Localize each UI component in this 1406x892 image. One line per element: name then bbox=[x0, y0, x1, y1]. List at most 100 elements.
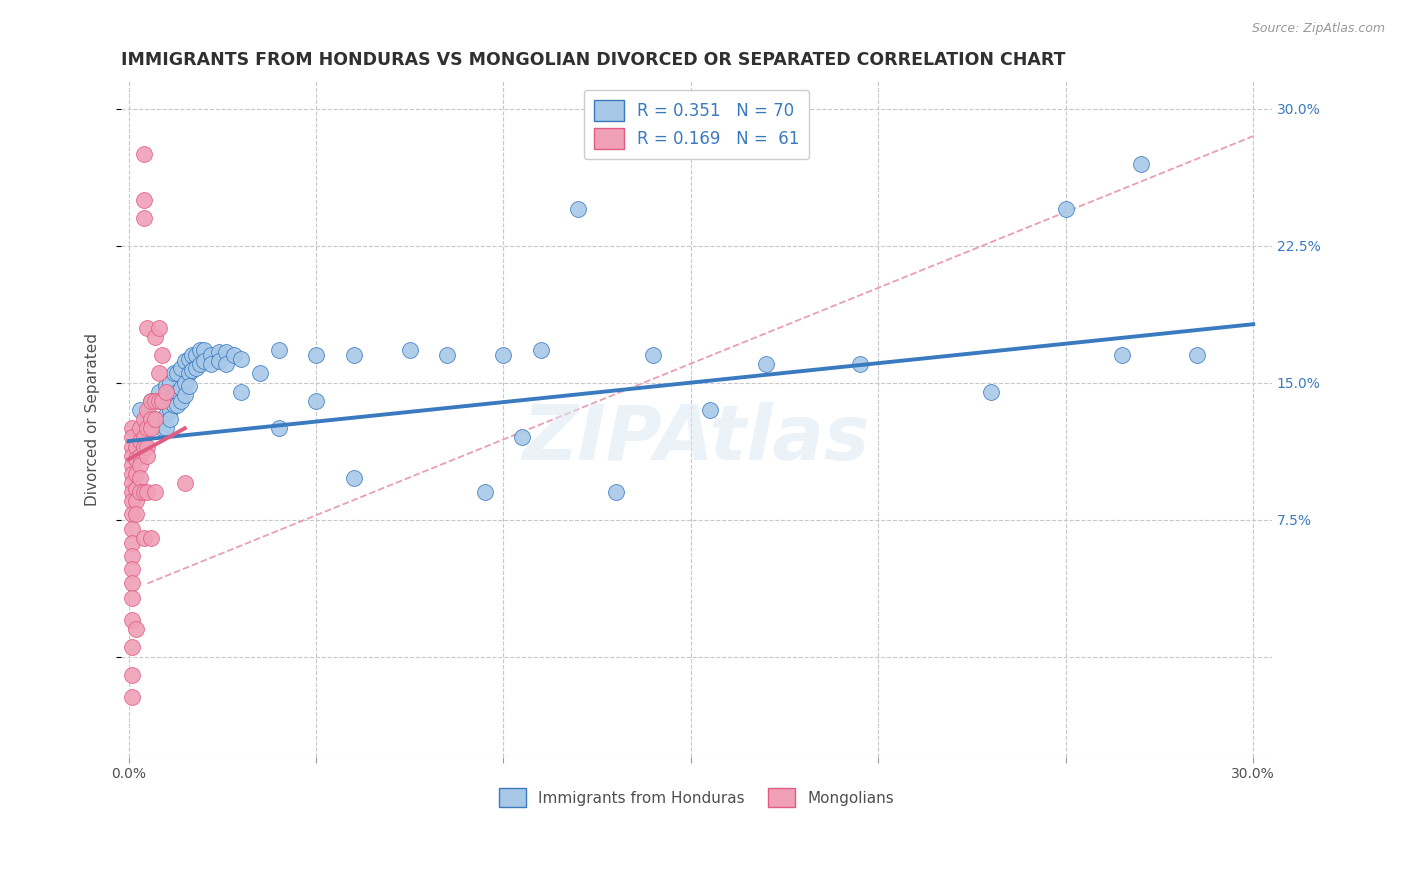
Point bbox=[567, 202, 589, 216]
Point bbox=[128, 421, 150, 435]
Point bbox=[173, 353, 195, 368]
Point bbox=[222, 348, 245, 362]
Point bbox=[267, 421, 290, 435]
Text: IMMIGRANTS FROM HONDURAS VS MONGOLIAN DIVORCED OR SEPARATED CORRELATION CHART: IMMIGRANTS FROM HONDURAS VS MONGOLIAN DI… bbox=[121, 51, 1066, 69]
Point bbox=[155, 384, 177, 399]
Point bbox=[848, 357, 870, 371]
Point bbox=[342, 470, 364, 484]
Point bbox=[155, 409, 177, 423]
Point bbox=[755, 357, 778, 371]
Point bbox=[125, 467, 148, 481]
Point bbox=[121, 667, 143, 681]
Point bbox=[181, 348, 204, 362]
Point bbox=[132, 430, 155, 444]
Point bbox=[128, 403, 150, 417]
Point bbox=[150, 393, 173, 408]
Point bbox=[121, 690, 143, 704]
Point bbox=[1129, 156, 1152, 170]
Point bbox=[125, 452, 148, 467]
Point bbox=[143, 330, 166, 344]
Point bbox=[121, 494, 143, 508]
Point bbox=[184, 348, 207, 362]
Point bbox=[128, 449, 150, 463]
Point bbox=[121, 562, 143, 576]
Point bbox=[121, 440, 143, 454]
Point bbox=[143, 485, 166, 500]
Point bbox=[193, 353, 215, 368]
Point bbox=[143, 393, 166, 408]
Point bbox=[492, 348, 515, 362]
Point bbox=[166, 398, 188, 412]
Point bbox=[125, 494, 148, 508]
Point bbox=[121, 576, 143, 591]
Point bbox=[229, 351, 252, 366]
Point bbox=[125, 507, 148, 521]
Point bbox=[132, 440, 155, 454]
Point bbox=[136, 449, 159, 463]
Point bbox=[121, 485, 143, 500]
Point bbox=[398, 343, 420, 357]
Point bbox=[143, 412, 166, 426]
Point bbox=[139, 421, 162, 435]
Point bbox=[121, 507, 143, 521]
Point bbox=[170, 381, 193, 395]
Y-axis label: Divorced or Separated: Divorced or Separated bbox=[86, 333, 100, 506]
Point bbox=[305, 393, 328, 408]
Point bbox=[139, 393, 162, 408]
Point bbox=[128, 458, 150, 472]
Point bbox=[474, 485, 496, 500]
Point bbox=[136, 440, 159, 454]
Point bbox=[148, 384, 170, 399]
Point bbox=[139, 412, 162, 426]
Point bbox=[305, 348, 328, 362]
Point bbox=[139, 531, 162, 545]
Point bbox=[605, 485, 627, 500]
Point bbox=[128, 485, 150, 500]
Point bbox=[159, 376, 181, 390]
Point bbox=[132, 211, 155, 226]
Text: ZIPAtlas: ZIPAtlas bbox=[523, 402, 870, 476]
Point bbox=[136, 416, 159, 430]
Point bbox=[121, 430, 143, 444]
Point bbox=[159, 403, 181, 417]
Point bbox=[184, 361, 207, 376]
Point bbox=[1054, 202, 1077, 216]
Point bbox=[148, 321, 170, 335]
Point bbox=[136, 485, 159, 500]
Point bbox=[128, 434, 150, 448]
Point bbox=[166, 384, 188, 399]
Point bbox=[121, 476, 143, 491]
Point bbox=[173, 388, 195, 402]
Point bbox=[643, 348, 665, 362]
Point bbox=[121, 640, 143, 655]
Point bbox=[121, 449, 143, 463]
Point bbox=[136, 321, 159, 335]
Point bbox=[980, 384, 1002, 399]
Point bbox=[121, 522, 143, 536]
Point bbox=[125, 622, 148, 636]
Point bbox=[121, 613, 143, 627]
Point bbox=[229, 384, 252, 399]
Point bbox=[188, 343, 211, 357]
Point bbox=[267, 343, 290, 357]
Point bbox=[132, 485, 155, 500]
Text: Source: ZipAtlas.com: Source: ZipAtlas.com bbox=[1251, 22, 1385, 36]
Point bbox=[162, 388, 184, 402]
Point bbox=[132, 531, 155, 545]
Point bbox=[173, 476, 195, 491]
Point bbox=[177, 367, 200, 381]
Point bbox=[342, 348, 364, 362]
Point bbox=[121, 458, 143, 472]
Point bbox=[132, 412, 155, 426]
Point bbox=[207, 353, 229, 368]
Point bbox=[207, 344, 229, 359]
Point bbox=[1111, 348, 1133, 362]
Point bbox=[200, 348, 222, 362]
Point bbox=[121, 591, 143, 606]
Point bbox=[150, 393, 173, 408]
Point bbox=[132, 147, 155, 161]
Point bbox=[181, 363, 204, 377]
Point bbox=[510, 430, 533, 444]
Point bbox=[436, 348, 458, 362]
Point bbox=[162, 398, 184, 412]
